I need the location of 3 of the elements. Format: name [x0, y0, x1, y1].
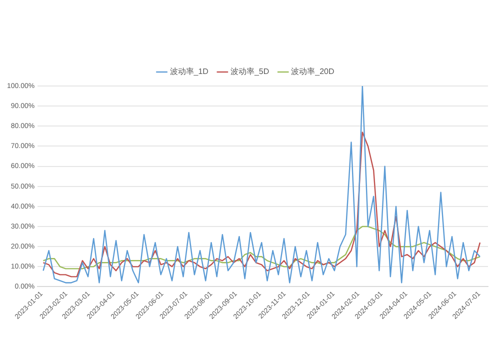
- legend-label: 波动率_5D: [230, 67, 270, 76]
- legend-label: 波动率_1D: [170, 67, 209, 76]
- legend-label: 波动率_20D: [291, 67, 334, 76]
